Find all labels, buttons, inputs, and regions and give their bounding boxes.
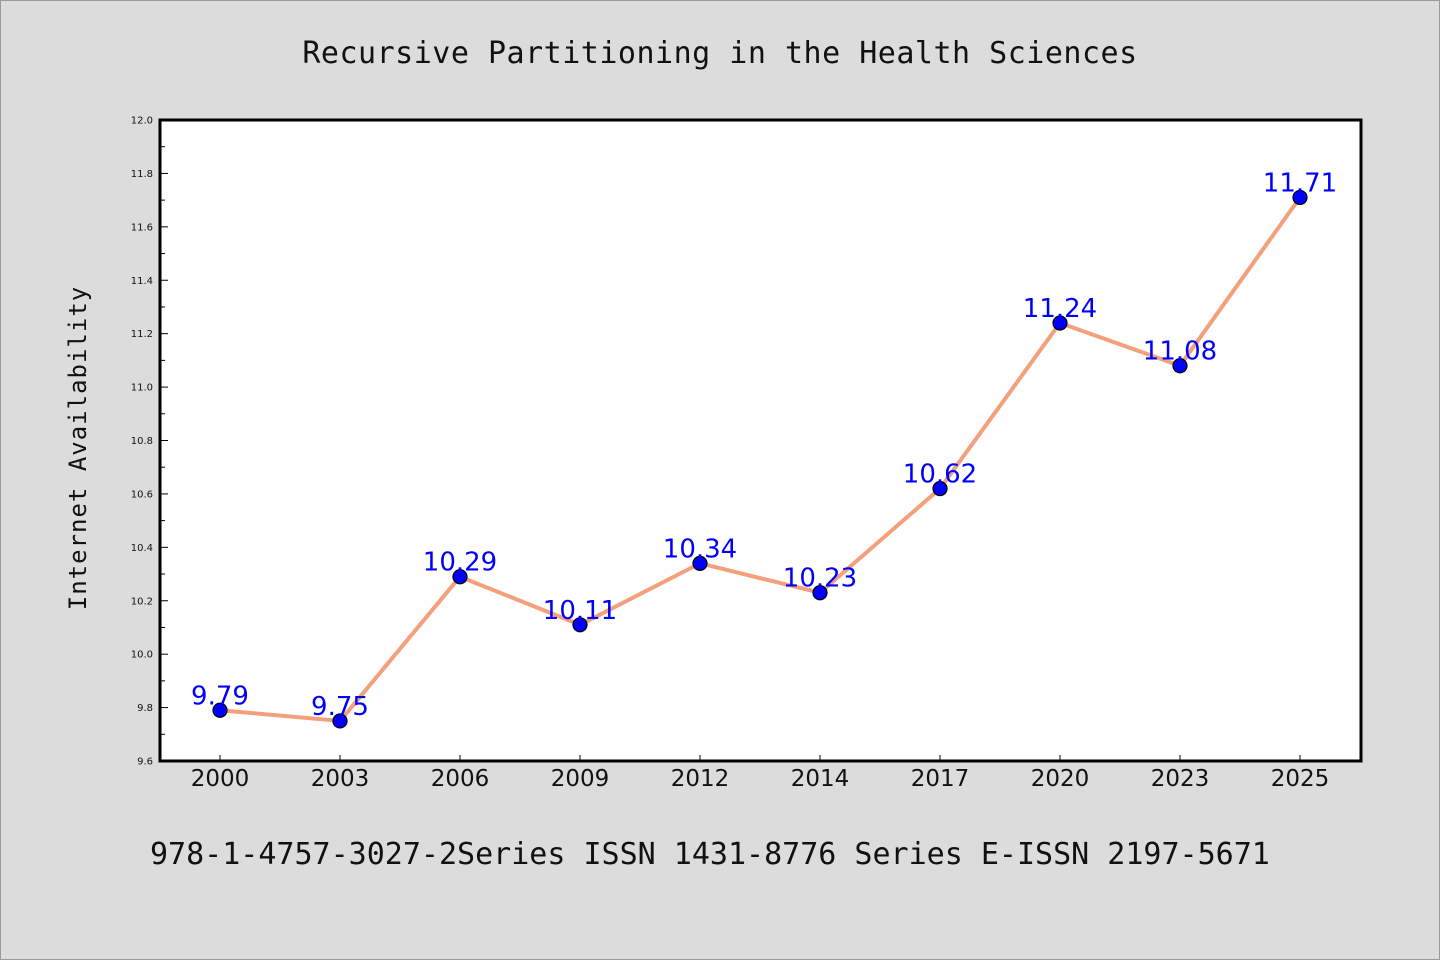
y-tick-label: 10.8: [131, 436, 153, 447]
x-tick-label: 2009: [551, 766, 610, 792]
x-tick-label: 2023: [1151, 766, 1210, 792]
data-point-marker: [692, 555, 708, 571]
x-tick-label: 2020: [1031, 766, 1090, 792]
data-label: 10.62: [903, 460, 977, 490]
y-tick-label: 11.0: [131, 383, 153, 394]
data-point-marker: [1172, 358, 1188, 374]
data-point-marker: [812, 585, 828, 601]
data-label: 9.79: [191, 681, 249, 711]
data-label: 11.24: [1023, 294, 1097, 324]
data-point-marker: [572, 617, 588, 633]
y-tick-label: 11.6: [131, 222, 153, 233]
y-axis: 9.6 9.8 10.0 10.2 10.4 10.6 10.8 11.0 11.2 11.4 11…: [131, 116, 168, 768]
data-label: 11.08: [1143, 337, 1217, 367]
y-axis-label: Internet Availability: [64, 286, 92, 610]
data-point-marker: [332, 713, 348, 729]
chart-title: Recursive Partitioning in the Health Sci…: [302, 36, 1137, 71]
data-point-marker: [932, 480, 948, 497]
y-tick-label: 10.4: [131, 543, 153, 554]
x-axis: 2000 2003 2006 2009 2012 2014 2017 2020 2023 2025: [191, 755, 1330, 792]
data-point-marker: [1292, 189, 1308, 206]
x-tick-label: 2003: [311, 766, 370, 792]
data-labels-group: 9.79 9.75 10.29 10.11 10.34 10.23 10.62 11.24 11…: [191, 168, 1337, 721]
y-tick-label: 12.0: [131, 116, 153, 127]
data-label: 10.34: [663, 534, 737, 564]
data-label: 10.29: [423, 548, 497, 578]
data-point-marker: [1052, 315, 1068, 331]
plot-area: [158, 118, 1363, 763]
data-point-marker: [212, 702, 228, 718]
series-line: [218, 195, 1302, 723]
y-tick-label: 10.0: [131, 650, 153, 661]
y-tick-label: 11.8: [131, 169, 153, 180]
data-label: 9.75: [311, 692, 369, 722]
x-tick-label: 2014: [791, 766, 850, 792]
y-tick-label: 9.8: [137, 703, 153, 714]
data-label: 10.11: [543, 596, 617, 626]
x-tick-label: 2000: [191, 766, 250, 792]
y-tick-label: 9.6: [137, 757, 153, 768]
y-tick-label: 11.4: [131, 276, 153, 287]
x-tick-label: 2012: [671, 766, 730, 792]
x-tick-label: 2017: [911, 766, 970, 792]
y-tick-label: 10.6: [131, 489, 153, 500]
data-point-marker: [452, 569, 468, 585]
y-tick-label: 10.2: [131, 596, 153, 607]
y-tick-label: 11.2: [131, 329, 153, 340]
series-line-group: [218, 195, 1302, 723]
data-label: 11.71: [1263, 168, 1337, 198]
x-tick-label: 2025: [1271, 766, 1330, 792]
markers-group: [212, 189, 1308, 729]
footer-isbn-issn: 978-1-4757-3027-2Series ISSN 1431-8776 S…: [150, 837, 1270, 872]
data-label: 10.23: [783, 564, 857, 594]
x-tick-label: 2006: [431, 766, 490, 792]
